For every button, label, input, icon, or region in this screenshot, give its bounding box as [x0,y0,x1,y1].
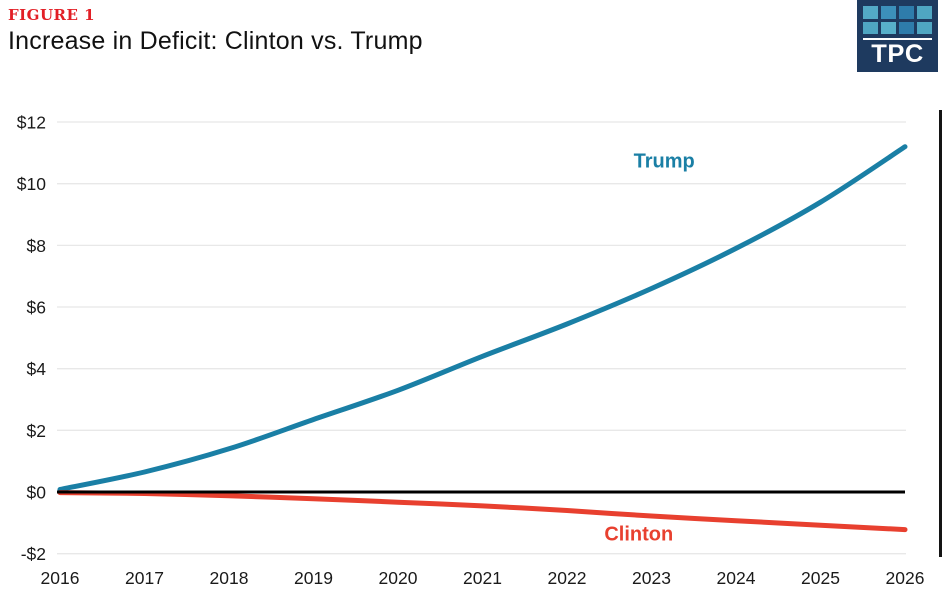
right-edge-border [939,110,942,557]
tpc-logo-square-icon [863,21,878,34]
tpc-logo-square-icon [899,21,914,34]
tpc-logo-grid-icon [863,6,932,34]
x-tick-label: 2020 [379,568,418,588]
x-tick-label: 2017 [125,568,164,588]
tpc-logo: TPC [857,0,938,72]
tpc-logo-text: TPC [871,40,924,68]
x-tick-label: 2025 [801,568,840,588]
tpc-logo-square-icon [863,6,878,19]
chart-header: FIGURE 1 Increase in Deficit: Clinton vs… [8,6,423,56]
y-tick-label: $2 [27,421,46,441]
clinton-line [57,490,908,533]
clinton-series-label: Clinton [604,524,673,546]
y-tick-label: -$2 [21,544,46,564]
y-tick-label: $12 [17,113,46,133]
y-tick-label: $8 [27,236,46,256]
x-tick-label: 2016 [41,568,80,588]
x-tick-label: 2019 [294,568,333,588]
tpc-logo-square-icon [899,6,914,19]
figure-number-label: FIGURE 1 [8,6,96,24]
tpc-logo-square-icon [881,21,896,34]
x-tick-label: 2022 [548,568,587,588]
tpc-logo-square-icon [881,6,896,19]
x-tick-label: 2024 [717,568,756,588]
trump-series-label: Trump [634,151,695,173]
tpc-logo-square-icon [917,21,932,34]
x-tick-label: 2026 [886,568,925,588]
tpc-logo-divider [863,38,932,40]
x-tick-label: 2018 [210,568,249,588]
tpc-logo-square-icon [917,6,932,19]
y-tick-label: $4 [27,359,47,379]
x-tick-label: 2021 [463,568,502,588]
x-tick-label: 2023 [632,568,671,588]
y-tick-label: $10 [17,174,46,194]
page-title: Increase in Deficit: Clinton vs. Trump [8,27,423,55]
y-tick-label: $0 [27,483,47,503]
y-tick-label: $6 [27,298,46,318]
trump-line [57,144,908,492]
